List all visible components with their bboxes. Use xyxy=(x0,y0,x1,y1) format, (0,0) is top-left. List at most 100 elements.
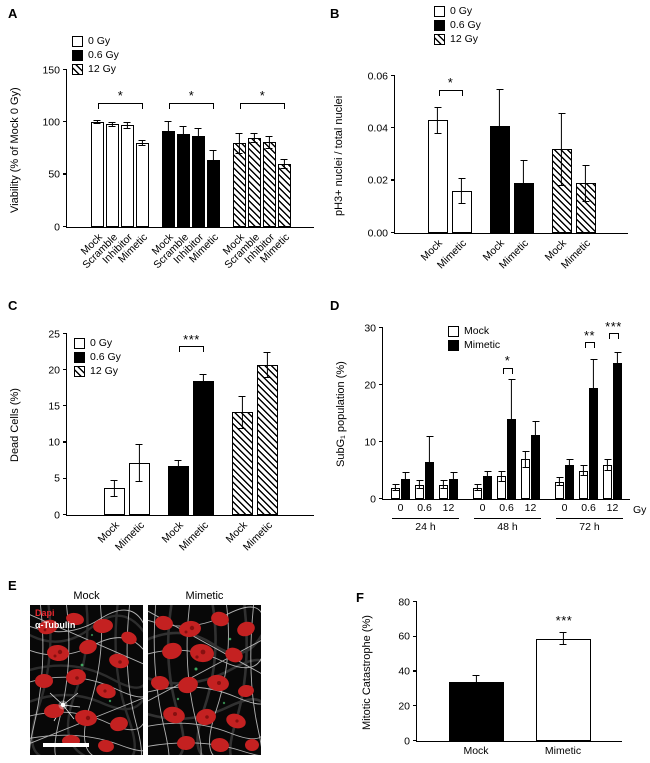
error-bar xyxy=(558,112,565,186)
bar-slot: Mimetic xyxy=(177,334,214,553)
micrograph-column-mock: Mock xyxy=(30,590,143,755)
bar-group: Mock Scramble Inhibitor Mimetic xyxy=(221,70,292,271)
micrograph-column-mimetic: Mimetic xyxy=(148,590,261,755)
y-axis-label: Dead Cells (%) xyxy=(9,388,21,462)
error-bar xyxy=(474,484,481,492)
error-bar xyxy=(522,450,529,468)
bar-slot xyxy=(473,328,482,499)
bar-slot xyxy=(483,328,492,499)
legend-item: 0 Gy xyxy=(74,338,121,349)
y-axis-label: pH3+ nuclei / total nuclei xyxy=(333,95,345,217)
y-tick xyxy=(379,326,383,328)
y-tick-label: 10 xyxy=(364,435,376,448)
x-tick-label: Mock xyxy=(463,745,489,757)
bar-group: 12 xyxy=(603,328,622,513)
micrograph-pair: Mock xyxy=(30,590,261,755)
y-axis-label: Mitotic Catastrophe (%) xyxy=(361,615,373,731)
micrograph-canvas-mock xyxy=(30,605,143,755)
plot-area: 0 20 40 60 80 Mock Mimetic *** xyxy=(398,597,622,756)
error-bar xyxy=(458,178,465,205)
legend-item: 0 Gy xyxy=(434,6,481,17)
time-group-label: 48 h xyxy=(474,518,541,533)
panel-e-micrographs: E Mock xyxy=(8,578,338,762)
error-bar xyxy=(582,164,589,202)
legend-label: 12 Gy xyxy=(90,365,119,378)
bar-slot: Mimetic xyxy=(435,76,472,271)
legend-label: 0.6 Gy xyxy=(450,19,481,32)
bar-group: Mock Mimetic xyxy=(543,76,596,271)
bar-group: 0 xyxy=(473,328,492,513)
error-bar xyxy=(250,132,258,144)
significance-bracket xyxy=(608,333,619,340)
legend-swatch xyxy=(74,366,85,377)
error-bar xyxy=(194,127,202,145)
bar-group: 12 xyxy=(439,328,458,513)
bar-slot: Mock xyxy=(96,334,125,546)
y-tick-label: 0 xyxy=(54,508,60,521)
error-bar xyxy=(179,125,187,143)
panel-label-d: D xyxy=(330,298,340,313)
y-tick-label: 0 xyxy=(54,220,60,233)
y-tick-label: 5 xyxy=(54,472,60,485)
error-bar xyxy=(209,149,217,171)
bar-slot: Mimetic xyxy=(187,70,221,265)
legend-item: 0.6 Gy xyxy=(74,352,121,363)
legend-item: 12 Gy xyxy=(74,366,121,377)
micrograph-canvas-mimetic xyxy=(148,605,261,755)
y-tick xyxy=(391,127,395,129)
error-bar xyxy=(263,352,271,379)
y-tick xyxy=(63,173,67,175)
legend-label: 0.6 Gy xyxy=(90,351,121,364)
x-group-label: 0.6 xyxy=(499,502,514,514)
panel-f-mitotic-catastrophe-chart: F Mitotic Catastrophe (%) 0 20 40 60 80 Mock M… xyxy=(356,590,644,760)
legend-label: 12 Gy xyxy=(450,33,479,46)
significance-stars: * xyxy=(447,75,454,91)
significance-bracket xyxy=(584,341,595,348)
legend-item: 12 Gy xyxy=(72,64,119,75)
y-tick-label: 20 xyxy=(48,363,60,376)
bar-group: Mock xyxy=(448,602,504,756)
x-group-label: 0 xyxy=(479,502,486,514)
y-tick xyxy=(63,68,67,70)
bar-group: Mock Mimetic xyxy=(96,334,150,553)
legend-swatch xyxy=(448,326,459,337)
bar-group: 12 xyxy=(521,328,540,513)
bar-groups: 0 0.6 12 0 0.6 12 0 0.6 12 xyxy=(383,328,630,513)
legend: 0 Gy 0.6 Gy 12 Gy xyxy=(72,36,119,75)
bar-slot xyxy=(589,328,598,499)
time-group-label: 24 h xyxy=(392,518,459,533)
significance-stars: *** xyxy=(183,331,200,347)
y-tick xyxy=(391,231,395,233)
legend-item: Mimetic xyxy=(448,340,500,351)
error-bar xyxy=(123,122,131,129)
bar-slot: Mock xyxy=(419,76,448,264)
bar-slot: Mimetic xyxy=(535,602,591,756)
bar xyxy=(277,164,291,227)
y-tick-label: 20 xyxy=(398,700,410,712)
y-tick-label: 15 xyxy=(48,400,60,413)
y-tick xyxy=(379,440,383,442)
bar-slot: Inhibitor xyxy=(171,70,206,266)
legend-swatch xyxy=(74,352,85,363)
significance-bracket xyxy=(240,102,285,109)
significance-bracket xyxy=(179,346,204,353)
bar-slot: Mock xyxy=(543,76,572,264)
error-bar xyxy=(498,470,505,482)
legend-swatch xyxy=(72,64,83,75)
bar-slot: Mimetic xyxy=(116,70,150,265)
error-bar xyxy=(238,395,246,429)
stain-legend: Dapi α-Tubulin xyxy=(35,608,75,631)
y-tick xyxy=(63,405,67,407)
y-tick xyxy=(379,383,383,385)
bar-slot: Inhibitor xyxy=(100,70,135,266)
bar xyxy=(90,122,104,227)
bar-slot: Mock xyxy=(481,76,510,264)
plot-area: 0 50 100 150 Mock Scramble Inhibitor Mimetic Moc… xyxy=(42,65,314,271)
bar xyxy=(256,365,278,515)
legend-label: 0 Gy xyxy=(90,337,113,350)
error-bar xyxy=(450,472,457,486)
bar-slot xyxy=(507,328,516,499)
bar-group: Mock Mimetic xyxy=(160,334,214,553)
y-tick-label: 60 xyxy=(398,630,410,643)
error-bar xyxy=(472,674,480,689)
